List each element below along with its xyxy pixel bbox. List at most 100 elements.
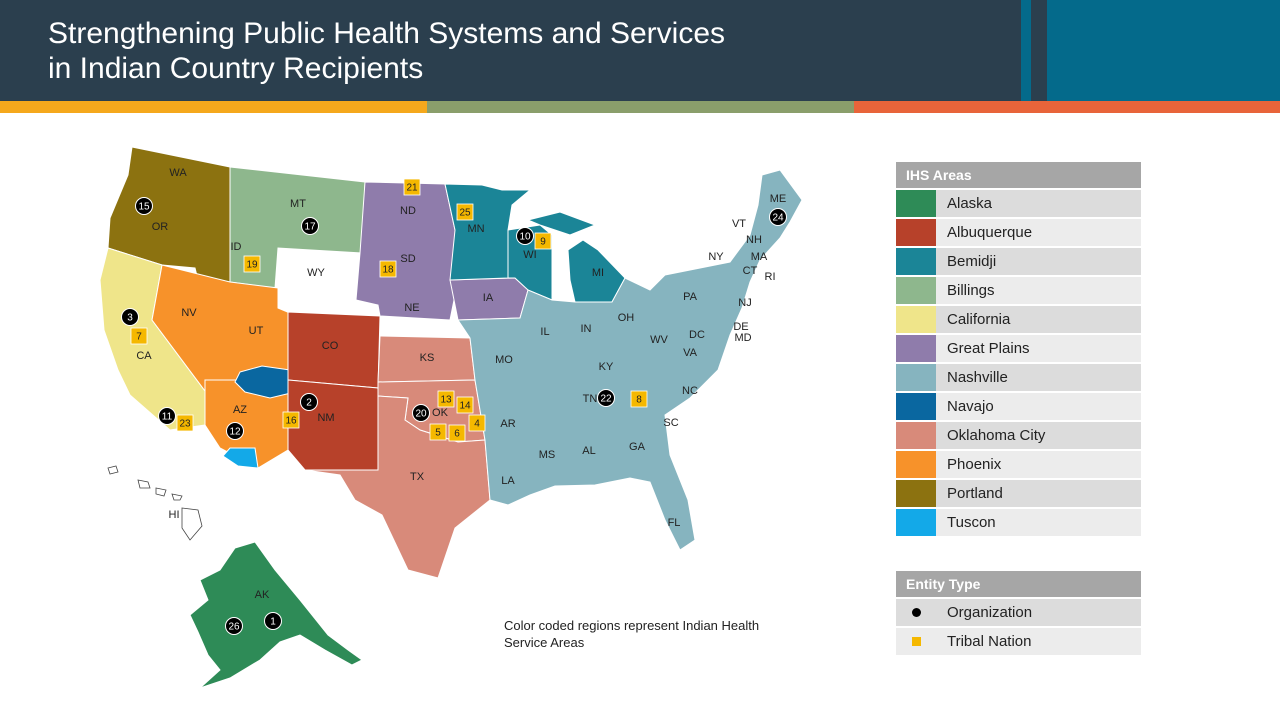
legend-swatch [896,451,936,478]
tribal-nation-number: 7 [136,332,142,343]
legend-label: Phoenix [947,456,1002,473]
tribal-nation-square [456,203,474,221]
header-accent-block-wide [1047,0,1280,101]
organization-number: 10 [519,232,531,243]
tribal-nation-marker-19: 19 [243,255,261,273]
legend-label: Oklahoma City [947,427,1046,444]
state-label-nv: NV [181,307,197,319]
organization-marker-2: 2 [300,393,318,411]
legend-label: Billings [947,282,995,299]
organization-number: 24 [772,213,784,224]
state-label-ky: KY [599,361,614,373]
legend-swatch [896,190,936,217]
tribal-nation-square [282,411,300,429]
legend-label: Tribal Nation [947,633,1032,650]
legend-row-navajo: Navajo [896,391,1141,420]
tribal-nation-square [448,424,466,442]
state-label-az: AZ [233,404,247,416]
legend-row-portland: Portland [896,478,1141,507]
organization-circle [597,389,615,407]
legend-row-oklahoma-city: Oklahoma City [896,420,1141,449]
state-label-ct: CT [743,265,758,277]
legend-row-alaska: Alaska [896,188,1141,217]
tribal-nation-number: 14 [459,401,471,412]
tribal-nation-marker-7: 7 [130,327,148,345]
legend-swatch [896,219,936,246]
state-label-ny: NY [708,251,724,263]
state-label-oh: OH [618,312,635,324]
state-label-dc: DC [689,329,705,341]
state-label-id: ID [231,241,242,253]
state-label-hi: HI [169,509,180,521]
state-label-nj: NJ [738,297,751,309]
state-label-nd: ND [400,205,416,217]
legend-row-california: California [896,304,1141,333]
tribal-nation-square [176,414,194,432]
organization-marker-15: 15 [135,197,153,215]
state-label-de: DE [733,321,748,333]
tribal-nation-marker-16: 16 [282,411,300,429]
legend-swatch [896,393,936,420]
state-label-ri: RI [765,271,776,283]
organization-marker-1: 1 [264,612,282,630]
legend-swatch [896,277,936,304]
tribal-nation-square [130,327,148,345]
legend-row-phoenix: Phoenix [896,449,1141,478]
stripe-yellow [0,101,427,113]
state-label-tn: TN [583,393,598,405]
state-label-wa: WA [169,167,187,179]
tribal-nation-square [534,232,552,250]
organization-number: 12 [229,427,241,438]
stripe-green [427,101,854,113]
state-label-nc: NC [682,385,698,397]
state-label-il: IL [540,326,549,338]
organization-marker-11: 11 [158,407,176,425]
state-label-ca: CA [136,350,152,362]
legend-row-billings: Billings [896,275,1141,304]
tribal-nation-number: 23 [179,419,191,430]
organization-number: 11 [162,412,173,423]
tribal-nation-number: 5 [435,428,441,439]
tribal-nation-marker-18: 18 [379,260,397,278]
header-bar: Strengthening Public Health Systems and … [0,0,1280,101]
legend-row-tribal-nation: Tribal Nation [896,626,1141,655]
entity-type-legend: Entity Type Organization Tribal Nation [896,571,1141,655]
ihs-area-map-svg: WA OR ID MT WY ND SD NE MN WI MI IA NV UT CO CA AZ NM KS OK… [99,146,803,689]
legend-swatch [896,364,936,391]
organization-marker-3: 3 [121,308,139,326]
tribal-nation-number: 4 [474,419,480,430]
organization-circle [769,208,787,226]
legend-swatch [896,306,936,333]
tribal-nation-number: 9 [540,237,546,248]
region-bemidji-mi-up [526,211,597,236]
region-great-plains [355,181,459,321]
tribal-nation-number: 21 [406,183,418,194]
us-map: WA OR ID MT WY ND SD NE MN WI MI IA NV UT CO CA AZ NM KS OK… [90,130,820,700]
legend-swatch [896,422,936,449]
state-label-ar: AR [500,418,515,430]
tribal-nation-square [403,178,421,196]
state-label-wi: WI [523,249,536,261]
tribal-nation-marker-21: 21 [403,178,421,196]
organization-circle [121,308,139,326]
legend-label: Navajo [947,398,994,415]
tribal-nation-marker-13: 13 [437,390,455,408]
state-label-wv: WV [650,334,668,346]
legend-label: Tuscon [947,514,996,531]
organization-marker-10: 10 [516,227,534,245]
state-label-nm: NM [317,412,334,424]
hawaii-islands [107,465,203,541]
state-label-mt: MT [290,198,306,210]
legend-row-tuscon: Tuscon [896,507,1141,536]
legend-label: California [947,311,1011,328]
region-nashville [457,169,803,551]
state-label-sd: SD [400,253,415,265]
organization-circle [226,422,244,440]
organization-marker-26: 26 [225,617,243,635]
legend-row-organization: Organization [896,597,1141,626]
tribal-nation-number: 16 [285,416,297,427]
organization-marker-22: 22 [597,389,615,407]
organization-number: 17 [304,222,316,233]
page-title: Strengthening Public Health Systems and … [48,17,726,85]
legend-row-bemidji: Bemidji [896,246,1141,275]
